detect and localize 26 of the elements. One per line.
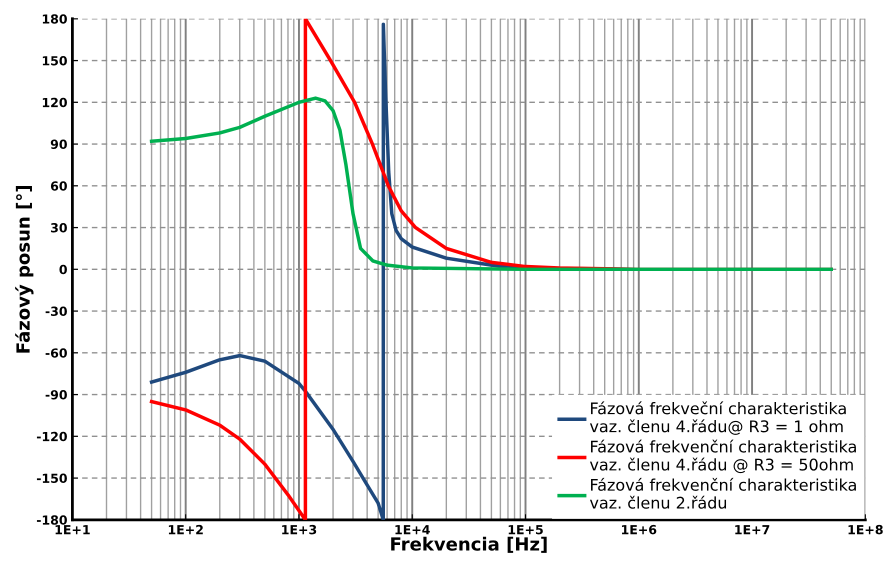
y-tick-label: -90: [46, 390, 67, 400]
y-tick-label: -120: [36, 432, 67, 442]
x-tick-label: 1E+7: [735, 525, 770, 534]
y-tick-label: -30: [46, 306, 67, 316]
x-tick-label: 1E+4: [395, 525, 430, 534]
y-tick-label: 120: [42, 98, 67, 108]
legend-label: Fázová frekvenční charakteristika vaz. členu 2.řádu: [590, 478, 856, 509]
x-tick-label: 1E+8: [848, 524, 883, 534]
x-tick-label: 1E+2: [168, 524, 203, 534]
y-tick-label: -180: [36, 515, 67, 525]
y-tick-label: 90: [50, 140, 67, 149]
x-axis-title: Frekvencia [Hz]: [391, 536, 547, 553]
y-axis-title: Fázový posun [°]: [15, 186, 34, 353]
y-tick-label: 0: [59, 264, 67, 274]
x-tick-label: 1E+6: [622, 524, 656, 534]
y-tick-label: -150: [36, 474, 67, 484]
y-tick-label: 150: [42, 56, 67, 66]
legend-label: Fázová frekvenční charakteristika vaz. členu 4.řádu @ R3 = 50ohm: [590, 440, 856, 474]
x-tick-label: 1E+5: [508, 525, 543, 534]
y-tick-label: 30: [50, 223, 67, 232]
y-tick-label: 60: [50, 181, 67, 191]
legend-label: Fázová frekveční charakteristika vaz. členu 4.řádu@ R3 = 1 ohm: [590, 401, 846, 435]
y-tick-label: -60: [46, 348, 67, 358]
y-tick-label: 180: [42, 14, 67, 24]
x-tick-label: 1E+1: [56, 525, 90, 534]
x-tick-label: 1E+3: [282, 524, 316, 534]
